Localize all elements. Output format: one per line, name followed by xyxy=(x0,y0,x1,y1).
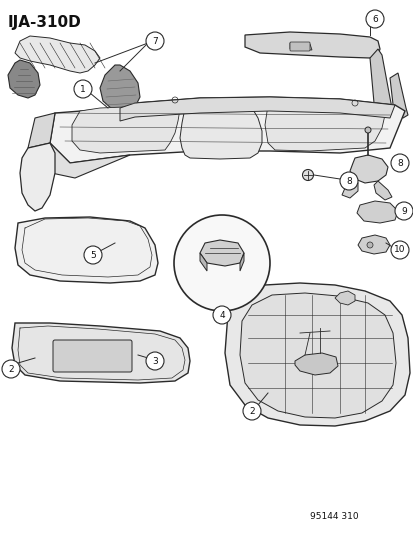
Circle shape xyxy=(302,169,313,181)
Circle shape xyxy=(146,352,164,370)
Polygon shape xyxy=(72,105,180,153)
Circle shape xyxy=(365,10,383,28)
Polygon shape xyxy=(349,155,387,183)
Circle shape xyxy=(394,202,412,220)
Polygon shape xyxy=(20,143,55,211)
Polygon shape xyxy=(120,97,394,121)
Polygon shape xyxy=(289,43,311,50)
Polygon shape xyxy=(334,291,354,305)
Text: IJA-310D: IJA-310D xyxy=(8,15,81,30)
Circle shape xyxy=(366,242,372,248)
Polygon shape xyxy=(264,103,384,151)
Text: 5: 5 xyxy=(90,251,96,260)
FancyBboxPatch shape xyxy=(53,340,132,372)
Circle shape xyxy=(2,360,20,378)
Polygon shape xyxy=(199,253,206,271)
Polygon shape xyxy=(8,60,40,98)
Circle shape xyxy=(390,154,408,172)
Polygon shape xyxy=(369,49,391,111)
Polygon shape xyxy=(244,32,379,58)
Circle shape xyxy=(242,402,260,420)
Text: 7: 7 xyxy=(152,36,157,45)
Polygon shape xyxy=(389,73,407,118)
Polygon shape xyxy=(373,181,391,200)
Text: 8: 8 xyxy=(345,176,351,185)
Text: 8: 8 xyxy=(396,158,402,167)
Circle shape xyxy=(339,172,357,190)
Polygon shape xyxy=(240,253,243,271)
Text: 9: 9 xyxy=(400,206,406,215)
Circle shape xyxy=(74,80,92,98)
Circle shape xyxy=(212,306,230,324)
Polygon shape xyxy=(180,101,261,159)
Polygon shape xyxy=(28,143,130,178)
Polygon shape xyxy=(240,293,395,418)
Polygon shape xyxy=(15,36,100,73)
Circle shape xyxy=(84,246,102,264)
Polygon shape xyxy=(357,235,389,254)
Circle shape xyxy=(173,215,269,311)
Polygon shape xyxy=(294,353,337,375)
Text: 95144 310: 95144 310 xyxy=(309,512,358,521)
Text: 10: 10 xyxy=(393,246,405,254)
Polygon shape xyxy=(28,113,55,148)
Text: 4: 4 xyxy=(218,311,224,319)
Polygon shape xyxy=(15,217,158,283)
Text: 2: 2 xyxy=(249,407,254,416)
Polygon shape xyxy=(100,65,140,111)
Text: 3: 3 xyxy=(152,357,157,366)
Circle shape xyxy=(364,127,370,133)
Polygon shape xyxy=(341,179,357,198)
Circle shape xyxy=(146,32,164,50)
Polygon shape xyxy=(12,323,190,383)
Polygon shape xyxy=(356,201,397,223)
Polygon shape xyxy=(199,240,243,266)
FancyBboxPatch shape xyxy=(289,42,309,51)
Circle shape xyxy=(390,241,408,259)
Polygon shape xyxy=(224,283,409,426)
Text: 1: 1 xyxy=(80,85,85,93)
Polygon shape xyxy=(50,97,404,163)
Text: 2: 2 xyxy=(8,365,14,374)
Text: 6: 6 xyxy=(371,14,377,23)
